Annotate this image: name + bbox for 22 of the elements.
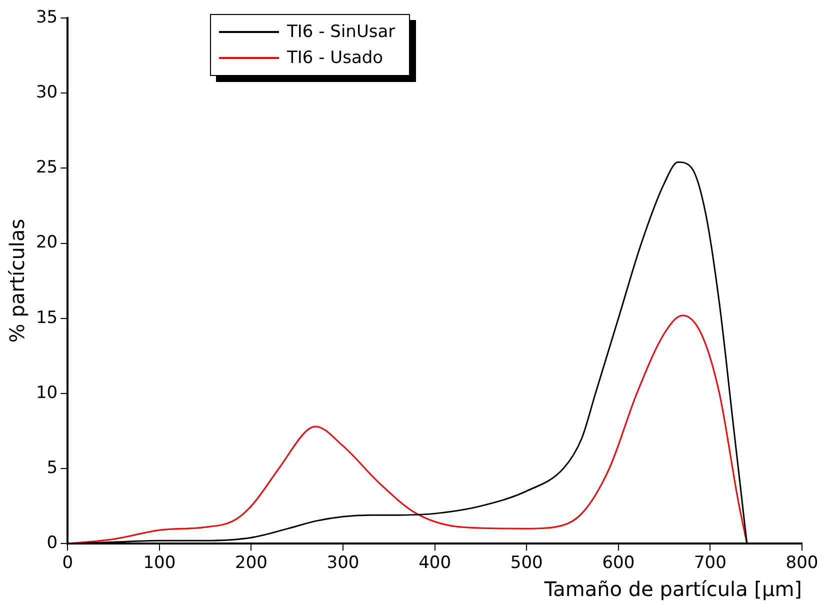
y-tick-label: 20 [36,232,58,253]
y-tick-label: 35 [36,7,58,28]
y-tick-label: 10 [36,382,58,403]
y-tick-label: 0 [46,533,58,554]
y-tick-label: 25 [36,158,58,178]
y-tick-label: 15 [36,308,58,328]
x-tick-label: 800 [786,553,818,574]
line-series [68,314,748,544]
y-tick-label: 30 [36,82,58,103]
x-tick-label: 400 [418,553,452,574]
x-tick-label: 500 [510,553,543,574]
y-axis-title: % partículas [5,218,30,343]
x-axis-title: Tamaño de partícula [µm] [543,577,802,602]
x-tick-label: 700 [694,553,726,574]
y-tick-label: 5 [46,458,58,478]
x-tick-label: 100 [143,553,176,574]
legend-label: TI6 - SinUsar [287,22,396,42]
x-tick-label: 600 [602,553,635,574]
legend-label: TI6 - Usado [287,48,384,68]
x-tick-label: 0 [62,553,74,574]
x-tick-label: 200 [234,553,268,574]
x-tick-label: 300 [326,553,360,574]
